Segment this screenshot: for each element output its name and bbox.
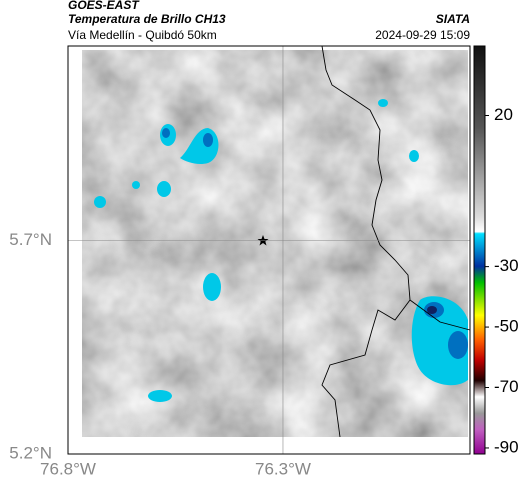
datetime: 2024-09-29 15:09 — [375, 28, 470, 42]
map-frame — [67, 45, 471, 455]
map-image — [82, 45, 471, 438]
colorbar-tick-label: -50 — [494, 317, 519, 336]
coldest-core — [427, 306, 437, 314]
title: GOES-EAST — [68, 0, 140, 12]
borders — [321, 45, 471, 438]
colorbar-tick-label: -70 — [494, 377, 519, 396]
colorbar-tick-label: -30 — [494, 256, 519, 275]
cloud-field — [82, 50, 468, 437]
x-tick-label: 76.3°W — [255, 459, 311, 478]
colorbar-tick-label: 20 — [494, 105, 513, 124]
x-tick-label: 76.8°W — [40, 459, 96, 478]
colorbar — [473, 45, 486, 455]
subtitle: Temperatura de Brillo CH13 — [68, 12, 226, 26]
y-tick-label: 5.2°N — [9, 443, 52, 462]
region: Vía Medellín - Quibdó 50km — [68, 28, 217, 42]
y-tick-label: 5.7°N — [9, 230, 52, 249]
colorbar-tick-label: -90 — [494, 437, 519, 456]
source: SIATA — [436, 12, 470, 26]
colder-cores — [162, 128, 468, 359]
